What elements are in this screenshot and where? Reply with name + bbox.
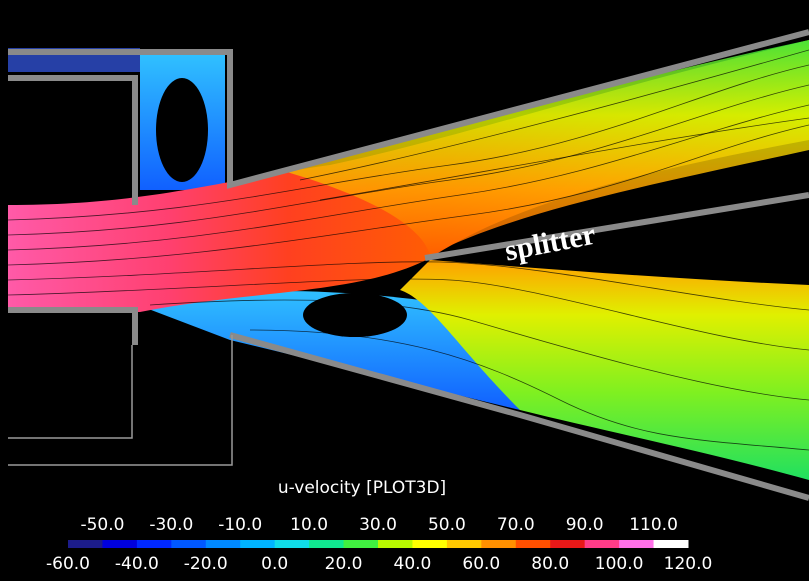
colorbar-bin (171, 540, 206, 548)
colorbar-bin (481, 540, 516, 548)
colorbar-tick-label: 110.0 (629, 515, 678, 535)
page: splitter u-velocity [PLOT3D] -60.0-50.0-… (0, 0, 809, 581)
colorbar-tick-label: 30.0 (359, 515, 397, 535)
colorbar-tick-label: -50.0 (80, 515, 124, 535)
colorbar-title: u-velocity [PLOT3D] (278, 478, 446, 498)
colorbar-bin (309, 540, 344, 548)
colorbar-bin (654, 540, 689, 548)
colorbar-tick-label: 100.0 (595, 554, 644, 574)
visualization: splitter u-velocity [PLOT3D] -60.0-50.0-… (0, 0, 809, 581)
colorbar-tick-label: 120.0 (664, 554, 713, 574)
colorbar-bin (447, 540, 482, 548)
colorbar-bin (344, 540, 379, 548)
colorbar-tick-label: 10.0 (290, 515, 328, 535)
colorbar-tick-label: 80.0 (531, 554, 569, 574)
colorbar-bin (619, 540, 654, 548)
colorbar-bin (412, 540, 447, 548)
colorbar-tick-label: -20.0 (184, 554, 228, 574)
colorbar-tick-label: 20.0 (325, 554, 363, 574)
colorbar-bin (516, 540, 551, 548)
colorbar-bin (378, 540, 413, 548)
colorbar-bin (137, 540, 172, 548)
colorbar-tick-label: -60.0 (46, 554, 90, 574)
colorbar-tick-label: 70.0 (497, 515, 535, 535)
colorbar-bin (102, 540, 137, 548)
colorbar-bin (240, 540, 275, 548)
vortex-core (156, 78, 208, 182)
colorbar-tick-label: -40.0 (115, 554, 159, 574)
colorbar-tick-label: 0.0 (261, 554, 288, 574)
vortex-core (303, 293, 407, 337)
colorbar-tick-label: -30.0 (149, 515, 193, 535)
colorbar-tick-label: 50.0 (428, 515, 466, 535)
colorbar-tick-label: -10.0 (218, 515, 262, 535)
colorbar-bin (550, 540, 585, 548)
colorbar-bin (206, 540, 241, 548)
colorbar-bin (585, 540, 620, 548)
colorbar-bin (68, 540, 103, 548)
colorbar-tick-label: 40.0 (394, 554, 432, 574)
colorbar-tick-label: 60.0 (462, 554, 500, 574)
colorbar-bin (275, 540, 310, 548)
colorbar-tick-label: 90.0 (566, 515, 604, 535)
